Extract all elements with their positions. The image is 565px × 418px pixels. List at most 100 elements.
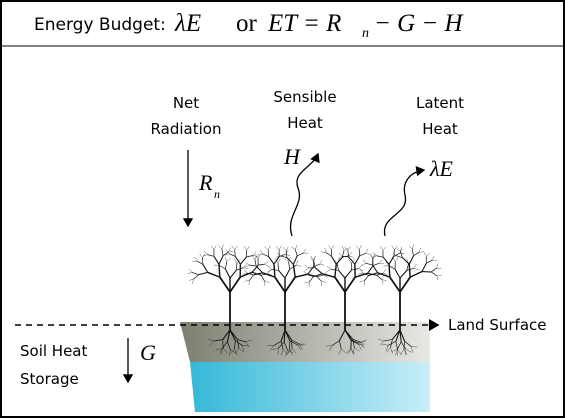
plant-stroke [313,273,323,278]
plant-stroke [234,349,238,356]
plant-stroke [399,276,411,293]
plant-stroke [262,253,269,257]
plant-stroke [394,245,398,250]
plant-stroke [348,256,356,265]
plant-stroke [251,255,256,260]
plant-stroke [236,267,244,271]
plant-stroke [395,257,399,263]
header-label: Energy Budget: [34,15,166,35]
plant-stroke [395,341,398,350]
sensible-heat-label: Heat [287,114,323,132]
plant-stroke [331,255,337,265]
plant-stroke [355,245,360,250]
plant-stroke [264,280,270,283]
plant-stroke [271,269,279,271]
plant-stroke [277,341,285,349]
plant-stroke [386,347,391,353]
plant-stroke [399,329,406,342]
plant-stroke [202,264,209,273]
plant-stroke [388,340,397,346]
plant-stroke [245,339,252,343]
plant-stroke [229,269,237,279]
equation-rhs-end: − G − H [374,10,465,37]
plant-stroke [257,254,261,259]
plant-stroke [430,267,437,273]
plant-stroke [350,348,355,355]
plant-stroke [326,345,333,347]
plant-stroke [391,349,398,352]
plant-stroke [283,349,288,355]
sensible-heat-symbol: H [283,144,301,169]
plant-stroke [341,348,347,354]
plant-stroke [245,341,250,348]
plant-stroke [338,269,346,279]
plant-stroke [310,257,314,262]
plant-stroke [291,339,300,345]
plant-stroke [362,272,369,276]
latent-heat-label: Heat [422,120,458,138]
plant-stroke [221,244,224,250]
plant-stroke [268,245,271,250]
plant-stroke [381,279,387,281]
plant-stroke [216,260,220,266]
plant-stroke [359,252,366,257]
plant-stroke [342,246,345,251]
plant-stroke [218,264,221,278]
plant-stroke [222,251,229,257]
soil-heat-storage-label: Storage [20,370,79,388]
plant-stroke [332,340,340,346]
plant-stroke [354,347,360,352]
plant-stroke [423,252,427,257]
plant-stroke [342,255,349,258]
plant-stroke [408,259,413,264]
plant-stroke [432,260,438,261]
plant-stroke [382,269,387,274]
plant-stroke [188,278,194,281]
plant-stroke [288,261,291,270]
plant-stroke [352,339,355,348]
plant-stroke [295,244,298,250]
equation-or: or [236,10,258,37]
plant-stroke [328,245,332,250]
plant-stroke [285,250,288,258]
plant-stroke [338,349,342,355]
plant-stroke [303,270,308,275]
plant-stroke [394,268,401,279]
plant-stroke [275,246,280,250]
plant-stroke [226,249,230,254]
plant-stroke [202,253,206,258]
plant-stroke [221,341,228,349]
plant-stroke [323,275,328,278]
plant-stroke [289,265,297,270]
plant-stroke [411,346,413,353]
plant-stroke [289,340,298,346]
plant-stroke [266,269,272,273]
plant-stroke [194,256,198,262]
plant-stroke [275,258,279,264]
plant-stroke [350,340,359,345]
plant-stroke [339,340,342,350]
plant-stroke [255,265,264,274]
plant-stroke [246,255,253,258]
plant-stroke [411,249,414,256]
plant-stroke [379,340,385,346]
plant-stroke [426,252,430,257]
plant-stroke [395,349,398,356]
plant-stroke [304,281,310,284]
plant-stroke [273,256,280,265]
plant-stroke [333,259,338,264]
plant-stroke [372,255,377,259]
plant-stroke [219,264,226,270]
plant-stroke [319,264,325,266]
plant-stroke [313,261,316,268]
plant-stroke [226,257,231,262]
plant-stroke [270,345,274,352]
plant-stroke [405,349,412,353]
plant-stroke [338,329,346,341]
plant-stroke [406,258,409,264]
plant-stroke [400,246,403,252]
plant-stroke [257,253,263,256]
plant-stroke [288,256,291,263]
plant-stroke [291,246,296,250]
plant-stroke [302,274,308,276]
